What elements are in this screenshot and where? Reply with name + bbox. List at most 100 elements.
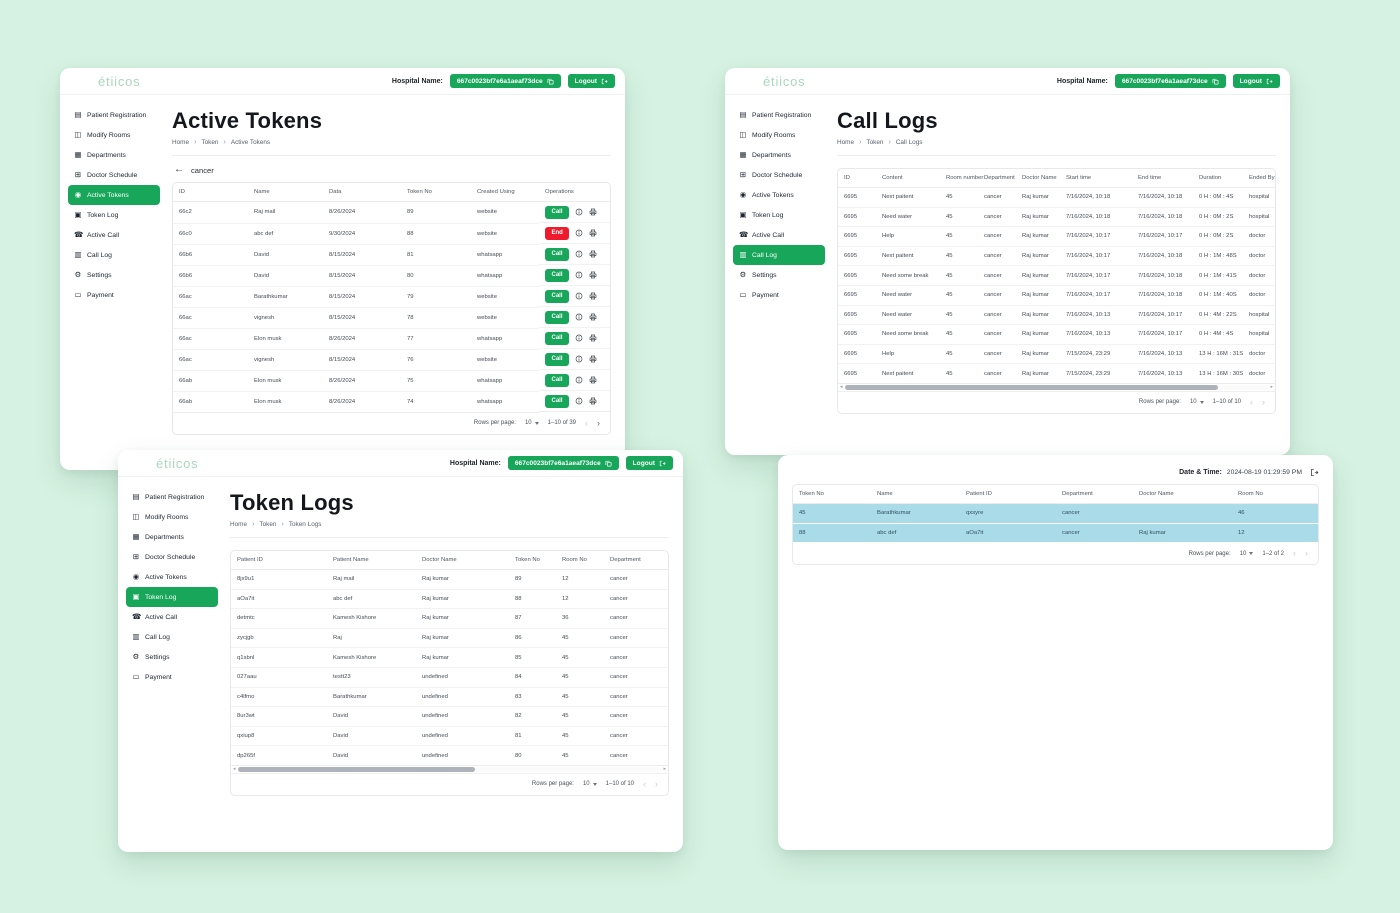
rows-per-page-select[interactable]: 10 (525, 420, 539, 426)
call-button[interactable]: Call (545, 373, 570, 387)
breadcrumb-item[interactable]: Token Logs (288, 521, 322, 528)
call-button[interactable]: Call (545, 268, 570, 282)
print-icon[interactable] (589, 355, 597, 363)
breadcrumb-item[interactable]: Call Logs (895, 139, 923, 146)
logout-button[interactable]: Logout (625, 456, 673, 470)
prev-page-icon[interactable]: ‹ (1250, 396, 1253, 407)
breadcrumb-item[interactable]: Token (866, 139, 884, 146)
sidebar-item-label: Doctor Schedule (752, 171, 803, 179)
breadcrumb-item[interactable]: Token (201, 139, 219, 146)
print-icon[interactable] (589, 229, 597, 237)
call-button[interactable]: Call (545, 289, 570, 303)
sidebar-item-departments[interactable]: ▦ Departments (126, 527, 218, 547)
horizontal-scrollbar[interactable]: ◂ ▸ (838, 384, 1275, 392)
back-arrow-icon[interactable]: ← (174, 164, 184, 175)
sidebar-item-payment[interactable]: ▭ Payment (733, 285, 825, 305)
scroll-left-icon[interactable]: ◂ (840, 383, 843, 390)
breadcrumb-item[interactable]: Home (837, 139, 855, 146)
sidebar-item-patient-registration[interactable]: ▤ Patient Registration (733, 105, 825, 125)
scrollbar-track[interactable] (237, 766, 662, 772)
info-icon[interactable] (575, 334, 583, 342)
sidebar-item-active-tokens[interactable]: ◉ Active Tokens (68, 185, 160, 205)
end-call-button[interactable]: End (545, 226, 570, 240)
print-icon[interactable] (589, 292, 597, 300)
info-icon[interactable] (575, 292, 583, 300)
call-button[interactable]: Call (545, 394, 570, 408)
info-icon[interactable] (575, 376, 583, 384)
sidebar-item-call-log[interactable]: ▥ Call Log (126, 627, 218, 647)
print-icon[interactable] (589, 397, 597, 405)
hospital-id-badge[interactable]: 667c0023bf7e6a1aeaf73dce (507, 456, 619, 470)
sidebar-item-modify-rooms[interactable]: ◫ Modify Rooms (126, 507, 218, 527)
breadcrumb-item[interactable]: Home (172, 139, 190, 146)
info-icon[interactable] (575, 397, 583, 405)
call-button[interactable]: Call (545, 310, 570, 324)
exit-icon[interactable] (1310, 468, 1319, 477)
info-icon[interactable] (575, 208, 583, 216)
info-icon[interactable] (575, 271, 583, 279)
sidebar-item-modify-rooms[interactable]: ◫ Modify Rooms (733, 125, 825, 145)
sidebar-item-active-call[interactable]: ☎ Active Call (126, 607, 218, 627)
sidebar-item-call-log[interactable]: ▥ Call Log (68, 245, 160, 265)
sidebar-item-token-log[interactable]: ▣ Token Log (733, 205, 825, 225)
prev-page-icon[interactable]: ‹ (585, 417, 588, 428)
prev-page-icon[interactable]: ‹ (643, 778, 646, 789)
print-icon[interactable] (589, 313, 597, 321)
scroll-left-icon[interactable]: ◂ (233, 765, 236, 772)
print-icon[interactable] (589, 376, 597, 384)
sidebar-item-patient-registration[interactable]: ▤ Patient Registration (126, 487, 218, 507)
logout-button[interactable]: Logout (1232, 74, 1280, 88)
call-button[interactable]: Call (545, 352, 570, 366)
breadcrumb-item[interactable]: Active Tokens (230, 139, 271, 146)
rows-per-page-select[interactable]: 10 (583, 781, 597, 787)
call-button[interactable]: Call (545, 331, 570, 345)
info-icon[interactable] (575, 355, 583, 363)
hospital-id-badge[interactable]: 667c0023bf7e6a1aeaf73dce (1114, 74, 1226, 88)
breadcrumb-item[interactable]: Home (230, 521, 248, 528)
sidebar-item-token-log[interactable]: ▣ Token Log (68, 205, 160, 225)
logout-button[interactable]: Logout (567, 74, 615, 88)
next-page-icon[interactable]: › (597, 417, 600, 428)
print-icon[interactable] (589, 208, 597, 216)
sidebar-item-settings[interactable]: ⚙ Settings (733, 265, 825, 285)
horizontal-scrollbar[interactable]: ◂ ▸ (231, 766, 668, 774)
next-page-icon[interactable]: › (1262, 396, 1265, 407)
call-button[interactable]: Call (545, 247, 570, 261)
sidebar-item-patient-registration[interactable]: ▤ Patient Registration (68, 105, 160, 125)
scrollbar-track[interactable] (844, 384, 1269, 390)
sidebar-item-active-call[interactable]: ☎ Active Call (68, 225, 160, 245)
sidebar-item-active-tokens[interactable]: ◉ Active Tokens (733, 185, 825, 205)
call-button[interactable]: Call (545, 205, 570, 219)
next-page-icon[interactable]: › (1305, 548, 1308, 559)
sidebar-item-departments[interactable]: ▦ Departments (68, 145, 160, 165)
scrollbar-thumb[interactable] (237, 766, 475, 772)
sidebar-item-modify-rooms[interactable]: ◫ Modify Rooms (68, 125, 160, 145)
sidebar-item-departments[interactable]: ▦ Departments (733, 145, 825, 165)
sidebar-item-doctor-schedule[interactable]: ⊞ Doctor Schedule (733, 165, 825, 185)
rows-per-page-select[interactable]: 10 (1190, 399, 1204, 405)
scroll-right-icon[interactable]: ▸ (663, 765, 666, 772)
sidebar-item-payment[interactable]: ▭ Payment (126, 667, 218, 687)
sidebar-item-active-call[interactable]: ☎ Active Call (733, 225, 825, 245)
sidebar-item-call-log[interactable]: ▥ Call Log (733, 245, 825, 265)
hospital-id-badge[interactable]: 667c0023bf7e6a1aeaf73dce (449, 74, 561, 88)
next-page-icon[interactable]: › (655, 778, 658, 789)
scroll-right-icon[interactable]: ▸ (1270, 383, 1273, 390)
print-icon[interactable] (589, 250, 597, 258)
info-icon[interactable] (575, 313, 583, 321)
sidebar-item-settings[interactable]: ⚙ Settings (68, 265, 160, 285)
info-icon[interactable] (575, 250, 583, 258)
info-icon[interactable] (575, 229, 583, 237)
sidebar-item-active-tokens[interactable]: ◉ Active Tokens (126, 567, 218, 587)
rows-per-page-select[interactable]: 10 (1240, 551, 1254, 557)
print-icon[interactable] (589, 334, 597, 342)
print-icon[interactable] (589, 271, 597, 279)
scrollbar-thumb[interactable] (844, 384, 1218, 390)
sidebar-item-settings[interactable]: ⚙ Settings (126, 647, 218, 667)
sidebar-item-token-log[interactable]: ▣ Token Log (126, 587, 218, 607)
breadcrumb-item[interactable]: Token (259, 521, 277, 528)
sidebar-item-doctor-schedule[interactable]: ⊞ Doctor Schedule (126, 547, 218, 567)
prev-page-icon[interactable]: ‹ (1293, 548, 1296, 559)
sidebar-item-doctor-schedule[interactable]: ⊞ Doctor Schedule (68, 165, 160, 185)
sidebar-item-payment[interactable]: ▭ Payment (68, 285, 160, 305)
